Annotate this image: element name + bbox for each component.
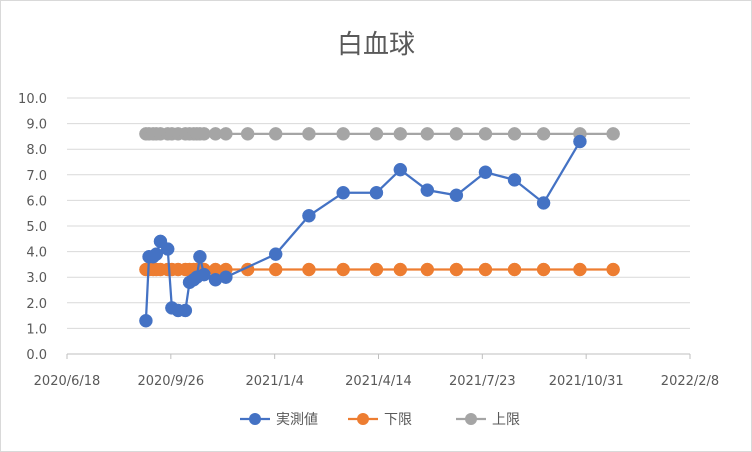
y-tick-label: 4.0: [26, 246, 47, 261]
data-point: [268, 262, 283, 277]
data-point: [197, 127, 211, 141]
y-tick-label: 7.0: [26, 169, 47, 184]
data-point: [336, 262, 350, 277]
data-point: [420, 183, 435, 197]
data-point: [420, 262, 435, 277]
y-tick-label: 3.0: [26, 271, 47, 286]
data-point: [178, 303, 193, 318]
legend-label: 実測値: [276, 412, 318, 428]
data-point: [149, 247, 164, 261]
legend-marker: [465, 413, 477, 425]
data-point: [507, 127, 522, 141]
y-tick-label: 9.0: [26, 118, 47, 133]
data-point: [536, 196, 551, 210]
data-point: [420, 127, 435, 141]
data-point: [606, 127, 620, 141]
y-tick-label: 8.0: [26, 143, 47, 158]
data-point: [393, 162, 408, 177]
x-tick-label: 2021/4/14: [345, 374, 412, 389]
data-point: [449, 262, 464, 277]
legend: 実測値 下限 上限: [240, 412, 520, 428]
data-point: [507, 262, 522, 277]
data-point: [219, 270, 233, 284]
data-point: [573, 134, 587, 149]
data-point: [369, 185, 384, 200]
data-point: [536, 127, 551, 141]
data-point: [393, 262, 408, 277]
series-layer: [139, 127, 620, 328]
x-tick-label: 2021/7/23: [449, 374, 516, 389]
data-point: [336, 185, 350, 200]
data-point: [369, 262, 384, 277]
legend-label: 下限: [384, 412, 412, 428]
data-point: [369, 127, 384, 141]
x-tick-label: 2021/10/31: [549, 374, 624, 389]
data-point: [193, 249, 207, 264]
x-tick-label: 2021/1/4: [245, 374, 303, 389]
data-point: [240, 127, 255, 141]
data-point: [536, 262, 551, 277]
data-point: [478, 165, 493, 179]
y-axis-ticks: 0.0 1.0 2.0 3.0 4.0 5.0 6.0 7.0 8.0 9.0 10.0: [18, 92, 47, 363]
data-point: [478, 127, 493, 141]
data-point: [268, 127, 283, 141]
legend-marker: [249, 413, 261, 425]
data-point: [219, 127, 233, 141]
data-point: [507, 173, 522, 187]
data-point: [606, 262, 620, 277]
y-tick-label: 2.0: [26, 297, 47, 312]
y-tick-label: 0.0: [26, 348, 47, 363]
data-point: [336, 127, 350, 141]
x-tick-label: 2022/2/8: [661, 374, 719, 389]
data-point: [160, 242, 175, 256]
data-point: [449, 127, 464, 141]
x-axis-ticks: 2020/6/18 2020/9/26 2021/1/4 2021/4/14 2021/…: [34, 354, 719, 389]
x-tick-label: 2020/6/18: [34, 374, 101, 389]
legend-label: 上限: [492, 412, 520, 428]
data-point: [302, 127, 316, 141]
y-tick-label: 5.0: [26, 220, 47, 235]
legend-marker: [357, 413, 369, 425]
y-tick-label: 1.0: [26, 322, 47, 337]
chart-title: 白血球: [337, 30, 415, 60]
data-point: [478, 262, 493, 277]
series-line: [144, 140, 581, 321]
data-point: [268, 247, 283, 261]
y-tick-label: 10.0: [18, 92, 47, 107]
data-point: [302, 262, 316, 277]
data-point: [449, 188, 464, 203]
data-point: [139, 313, 153, 328]
data-point: [302, 209, 316, 223]
x-tick-label: 2020/9/26: [137, 374, 204, 389]
y-tick-label: 6.0: [26, 194, 47, 209]
data-point: [197, 267, 211, 282]
data-point: [573, 262, 587, 277]
data-point: [393, 127, 408, 141]
